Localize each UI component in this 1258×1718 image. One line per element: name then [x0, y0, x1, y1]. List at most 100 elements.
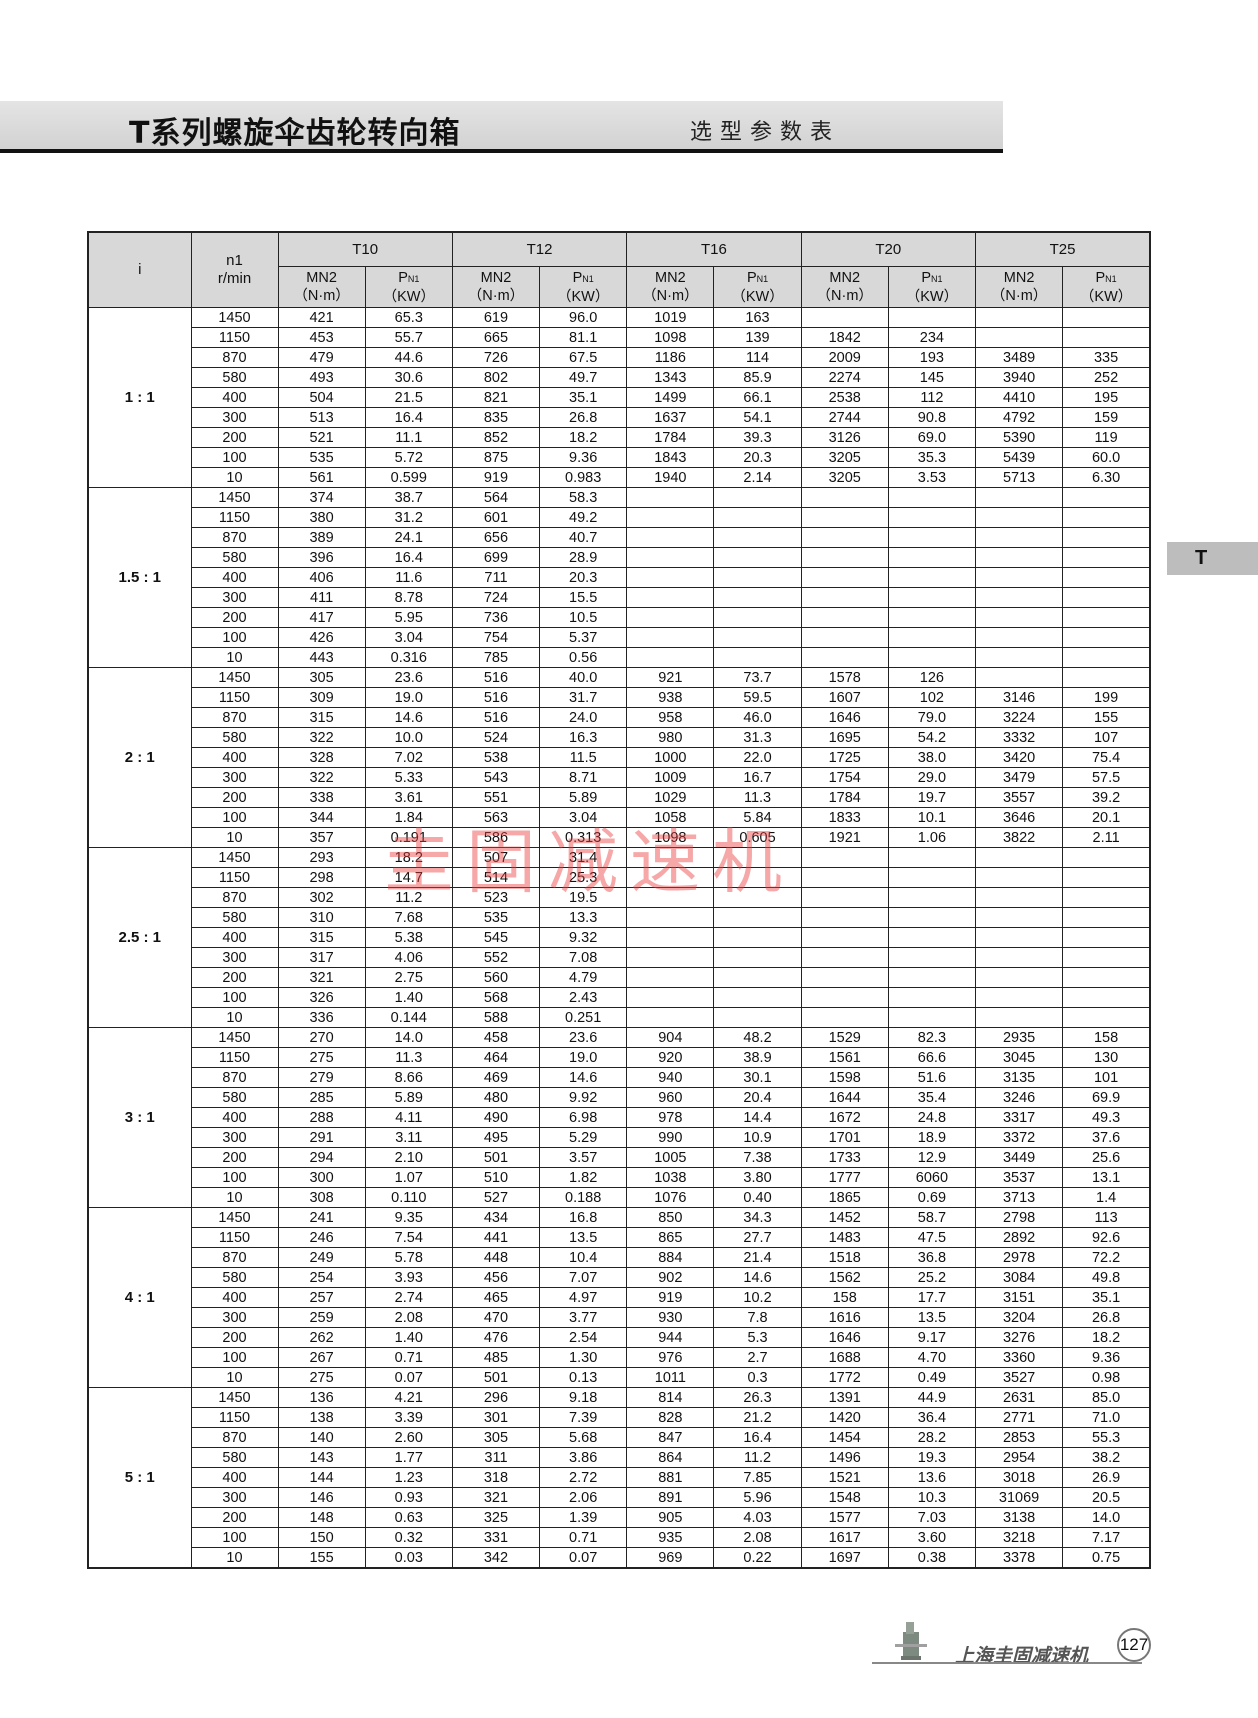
- n1-cell: 580: [190, 367, 279, 388]
- torque-cell: 279: [277, 1067, 366, 1088]
- torque-cell: 1483: [800, 1227, 889, 1248]
- power-cell: 36.4: [887, 1407, 977, 1428]
- table-row: 10 443 0.316 785 0.56: [88, 647, 1151, 668]
- n1-cell: 580: [190, 727, 279, 748]
- table-row: 100 535 5.72 875 9.36 1843 20.3 3205 35.3 5439 60.…: [88, 447, 1151, 468]
- power-cell: 7.03: [887, 1507, 977, 1528]
- header-pn1: PN1 （KW）: [539, 266, 628, 308]
- power-cell: 113: [1062, 1207, 1151, 1228]
- power-cell: 7.17: [1062, 1527, 1151, 1548]
- power-cell: 6.98: [539, 1107, 628, 1128]
- header-n1-line: r/min: [217, 270, 252, 287]
- torque-cell: 1865: [800, 1187, 889, 1208]
- torque-cell: 495: [451, 1127, 541, 1148]
- power-cell: [887, 627, 977, 648]
- power-cell: 102: [887, 687, 977, 708]
- torque-cell: 1098: [626, 827, 715, 848]
- n1-cell: 10: [190, 647, 279, 668]
- torque-cell: 406: [277, 567, 366, 588]
- pn1-label: P: [572, 269, 583, 286]
- torque-cell: 802: [451, 367, 541, 388]
- power-cell: 112: [887, 387, 977, 408]
- torque-cell: 601: [451, 507, 541, 528]
- n1-cell: 200: [190, 967, 279, 988]
- torque-cell: 490: [451, 1107, 541, 1128]
- torque-cell: [626, 647, 715, 668]
- n1-cell: 100: [190, 1347, 279, 1368]
- power-cell: 9.36: [539, 447, 628, 468]
- power-cell: 25.2: [887, 1267, 977, 1288]
- torque-cell: [974, 327, 1064, 348]
- torque-cell: 426: [277, 627, 366, 648]
- torque-cell: 4410: [974, 387, 1064, 408]
- power-cell: 10.0: [364, 727, 453, 748]
- power-cell: [887, 567, 977, 588]
- torque-cell: 3018: [974, 1467, 1064, 1488]
- torque-cell: 144: [277, 1467, 366, 1488]
- power-cell: 0.251: [539, 1007, 628, 1028]
- power-cell: 2.14: [713, 467, 802, 488]
- pn1-unit: （KW）: [556, 288, 610, 305]
- section-tab[interactable]: T: [1167, 542, 1258, 575]
- table-row: 200 338 3.61 551 5.89 1029 11.3 1784 19.7 3557 39.…: [88, 787, 1151, 808]
- torque-cell: 865: [626, 1227, 715, 1248]
- power-cell: [713, 1007, 802, 1028]
- power-cell: 0.71: [364, 1347, 453, 1368]
- torque-cell: 1921: [800, 827, 889, 848]
- power-cell: [713, 907, 802, 928]
- torque-cell: [800, 927, 889, 948]
- power-cell: 54.2: [887, 727, 977, 748]
- power-cell: 5.96: [713, 1487, 802, 1508]
- power-cell: 1.39: [539, 1507, 628, 1528]
- torque-cell: 535: [277, 447, 366, 468]
- torque-cell: 847: [626, 1427, 715, 1448]
- n1-cell: 1150: [190, 327, 279, 348]
- power-cell: 107: [1062, 727, 1151, 748]
- torque-cell: 138: [277, 1407, 366, 1428]
- power-cell: 8.71: [539, 767, 628, 788]
- torque-cell: [626, 907, 715, 928]
- pn1-subscript: N1: [1105, 273, 1117, 284]
- torque-cell: 1577: [800, 1507, 889, 1528]
- torque-cell: 293: [277, 847, 366, 868]
- power-cell: 9.36: [1062, 1347, 1151, 1368]
- n1-cell: 1450: [190, 667, 279, 688]
- power-cell: [1062, 667, 1151, 688]
- torque-cell: 148: [277, 1507, 366, 1528]
- power-cell: 14.7: [364, 867, 453, 888]
- table-row: 100 326 1.40 568 2.43: [88, 987, 1151, 1008]
- torque-cell: 1343: [626, 367, 715, 388]
- ratio-cell: 1 : 1: [87, 307, 192, 488]
- n1-cell: 1150: [190, 1407, 279, 1428]
- mn2-unit: （N·m）: [642, 288, 699, 304]
- torque-cell: 711: [451, 567, 541, 588]
- power-cell: 10.2: [713, 1287, 802, 1308]
- n1-cell: 1450: [190, 487, 279, 508]
- power-cell: 3.04: [364, 627, 453, 648]
- power-cell: 3.57: [539, 1147, 628, 1168]
- power-cell: 4.70: [887, 1347, 977, 1368]
- header-i: i: [87, 231, 192, 308]
- torque-cell: 270: [277, 1027, 366, 1048]
- torque-cell: 3940: [974, 367, 1064, 388]
- power-cell: 5.89: [364, 1087, 453, 1108]
- mn2-label: MN2: [829, 270, 861, 286]
- torque-cell: 321: [451, 1487, 541, 1508]
- torque-cell: 485: [451, 1347, 541, 1368]
- torque-cell: 325: [451, 1507, 541, 1528]
- torque-cell: 305: [451, 1427, 541, 1448]
- power-cell: 6060: [887, 1167, 977, 1188]
- torque-cell: 2935: [974, 1027, 1064, 1048]
- power-cell: 0.71: [539, 1527, 628, 1548]
- torque-cell: 3084: [974, 1267, 1064, 1288]
- torque-cell: 3045: [974, 1047, 1064, 1068]
- power-cell: 71.0: [1062, 1407, 1151, 1428]
- power-cell: [1062, 987, 1151, 1008]
- pn1-label: P: [921, 269, 931, 286]
- power-cell: 25.3: [539, 867, 628, 888]
- torque-cell: 1098: [626, 327, 715, 348]
- power-cell: 26.3: [713, 1387, 802, 1408]
- torque-cell: [626, 547, 715, 568]
- torque-cell: 920: [626, 1047, 715, 1068]
- power-cell: 23.6: [539, 1027, 628, 1048]
